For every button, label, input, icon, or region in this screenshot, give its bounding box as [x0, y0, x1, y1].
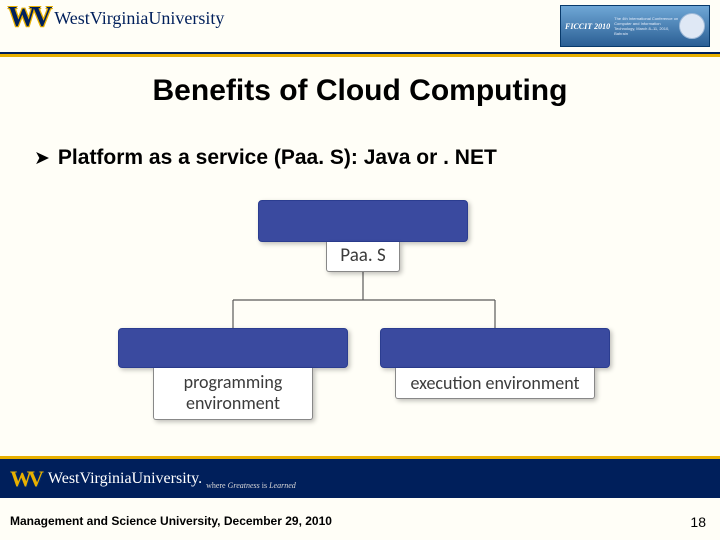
bullet-item: ➤ Platform as a service (Paa. S): Java o… — [34, 146, 720, 170]
wvu-logo: WV WestVirginiaUniversity — [8, 4, 224, 32]
node-left-label: programming environment — [153, 368, 313, 420]
slide-title: Benefits of Cloud Computing — [0, 74, 720, 108]
footer-band: WV WestVirginiaUniversity. where Greatne… — [0, 456, 720, 498]
slide-header: WV WestVirginiaUniversity FICCIT 2010 Th… — [0, 0, 720, 54]
tagline-em2: Learned — [269, 481, 296, 490]
conference-badge: FICCIT 2010 The 4th International Confer… — [560, 5, 710, 47]
node-right-label: execution environment — [395, 368, 595, 399]
wvu-name: WestVirginiaUniversity — [54, 8, 224, 29]
tagline-mid: is — [260, 481, 269, 490]
sub-footer: Management and Science University, Decem… — [0, 498, 720, 540]
tagline-prefix: where — [206, 481, 228, 490]
footer-text: Management and Science University, Decem… — [10, 514, 332, 528]
footer-tagline: where Greatness is Learned — [206, 481, 296, 490]
wvu-monogram: WV — [8, 4, 48, 32]
node-root-header — [258, 200, 468, 242]
badge-emblem-icon — [679, 13, 705, 39]
node-root-label: Paa. S — [326, 242, 400, 272]
hierarchy-diagram: Paa. S programming environment execution… — [0, 200, 720, 430]
node-left: programming environment — [118, 328, 348, 420]
bullet-marker-icon: ➤ — [34, 149, 50, 168]
page-number: 18 — [690, 514, 706, 530]
badge-title: FICCIT 2010 — [565, 22, 610, 31]
badge-subtitle: The 4th International Conference on Comp… — [610, 16, 679, 37]
node-left-header — [118, 328, 348, 368]
node-right: execution environment — [380, 328, 610, 399]
tagline-em1: Greatness — [228, 481, 260, 490]
node-right-header — [380, 328, 610, 368]
bullet-text: Platform as a service (Paa. S): Java or … — [58, 146, 497, 170]
footer-university: WestVirginiaUniversity. — [48, 470, 202, 488]
footer-monogram: WV — [10, 468, 40, 490]
node-root: Paa. S — [258, 200, 468, 272]
